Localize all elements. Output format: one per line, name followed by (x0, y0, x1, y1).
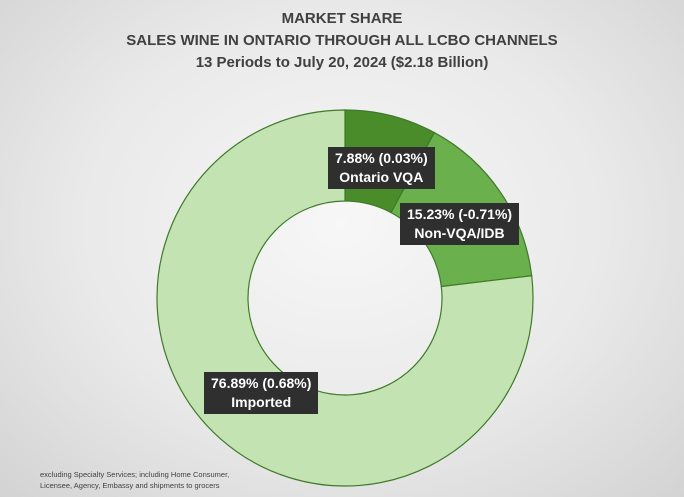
data-label-non-vqa-idb: 15.23% (-0.71%) Non-VQA/IDB (400, 203, 520, 245)
chart-title: MARKET SHARE SALES WINE IN ONTARIO THROU… (0, 8, 684, 74)
data-label-imported-name: Imported (231, 394, 292, 410)
title-line-2: SALES WINE IN ONTARIO THROUGH ALL LCBO C… (126, 32, 558, 49)
data-label-ontario-vqa-value: 7.88% (0.03%) (335, 150, 428, 166)
data-label-ontario-vqa: 7.88% (0.03%) Ontario VQA (328, 147, 435, 189)
title-line-1: MARKET SHARE (281, 10, 403, 27)
data-label-non-vqa-idb-name: Non-VQA/IDB (414, 225, 505, 241)
footnote-line-2: Licensee, Agency, Embassy and shipments … (40, 481, 220, 490)
data-label-imported: 76.89% (0.68%) Imported (204, 372, 319, 414)
footnote-line-1: excluding Specialty Services; including … (40, 470, 230, 479)
data-label-non-vqa-idb-value: 15.23% (-0.71%) (407, 206, 513, 222)
footnote: excluding Specialty Services; including … (40, 469, 229, 491)
data-label-ontario-vqa-name: Ontario VQA (339, 169, 424, 185)
data-label-imported-value: 76.89% (0.68%) (211, 375, 312, 391)
title-line-3: 13 Periods to July 20, 2024 ($2.18 Billi… (195, 54, 489, 71)
